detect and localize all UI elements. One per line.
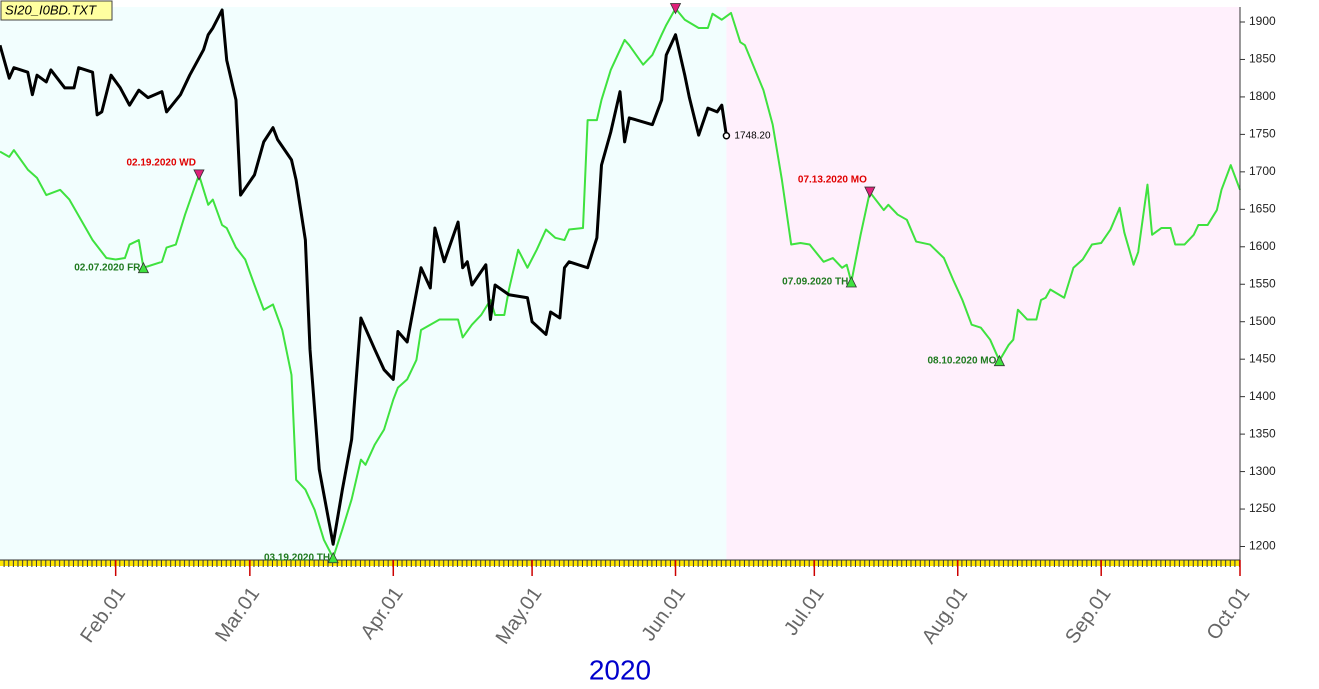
x-tick-label: Aug.01 [918,583,972,648]
line-series [0,7,1241,559]
file-label: SI20_I0BD.TXT [5,2,97,17]
y-tick-label: 1600 [1249,239,1276,253]
y-tick-label: 1500 [1249,314,1276,328]
y-tick-label: 1450 [1249,351,1276,365]
x-tick-label: May.01 [492,583,547,648]
y-tick-label: 1350 [1249,426,1276,440]
x-axis-label: 2020 [589,654,651,685]
y-tick-label: 1700 [1249,164,1276,178]
y-tick-label: 1750 [1249,127,1276,141]
day-ticks [0,560,1240,568]
annotation-label: 06.01.2020 MO [604,0,673,2]
y-tick-label: 1850 [1249,52,1276,66]
x-tick-label: Feb.01 [76,583,130,647]
file-label-box [0,0,113,21]
region [726,7,1240,560]
end-point [722,131,731,140]
x-tick-label: Apr.01 [357,583,408,643]
annotation-label: 02.19.2020 WD [126,157,196,168]
y-tick-label: 1300 [1249,464,1276,478]
x-tick-label: Jun.01 [637,583,689,645]
line-series [0,8,728,546]
y-tick-label: 1550 [1249,276,1276,290]
x-tick-label: Jul.01 [780,583,829,639]
y-tick-label: 1200 [1249,539,1276,553]
trough-marker [993,354,1006,367]
annotation-label: 07.09.2020 TH [782,277,848,288]
x-tick-label: Mar.01 [211,583,264,646]
annotation-label: 03.19.2020 TH [264,552,330,563]
peak-marker [864,186,876,198]
y-tick-label: 1650 [1249,201,1276,215]
y-tick-label: 1250 [1249,501,1276,515]
background [0,7,1240,560]
annotation-label: 07.13.2020 MO [798,175,867,186]
annotation-label: 08.10.2020 MO [927,355,996,366]
annotation-label: 02.07.2020 FR [74,262,141,273]
y-tick-label: 1800 [1249,89,1276,103]
plot: 1748.20 [0,7,1241,559]
peak-marker [669,3,682,15]
x-tick-label: Oct.01 [1203,583,1255,644]
trough-marker [845,276,857,288]
peak-marker [193,169,205,181]
y-tick-label: 1900 [1249,14,1276,28]
y-tick-label: 1400 [1249,389,1276,403]
trough-marker [137,261,150,274]
region [0,7,727,560]
x-tick-label: Sep.01 [1061,583,1115,648]
end-label: 1748.20 [734,130,771,141]
trough-marker [327,551,339,564]
